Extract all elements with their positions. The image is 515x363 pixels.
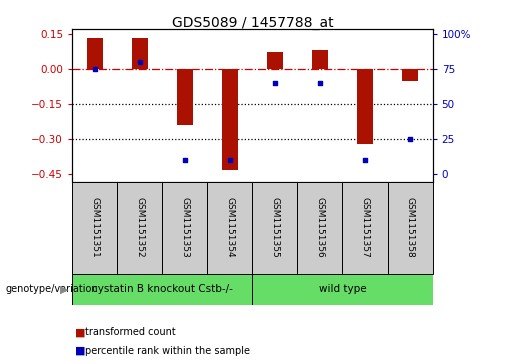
Bar — [252, 182, 297, 274]
Text: transformed count: transformed count — [85, 327, 176, 337]
Bar — [177, 69, 193, 125]
Point — [406, 136, 414, 142]
Text: GSM1151352: GSM1151352 — [135, 197, 144, 258]
Text: GSM1151357: GSM1151357 — [360, 197, 369, 258]
Text: ▶: ▶ — [60, 285, 68, 294]
Text: genotype/variation: genotype/variation — [5, 285, 98, 294]
Point — [316, 80, 324, 86]
Bar — [387, 182, 433, 274]
Text: GSM1151354: GSM1151354 — [226, 197, 234, 258]
Bar — [132, 38, 148, 69]
Text: GDS5089 / 1457788_at: GDS5089 / 1457788_at — [171, 16, 333, 30]
Bar — [207, 182, 252, 274]
Bar — [72, 274, 252, 305]
Text: GSM1151358: GSM1151358 — [406, 197, 415, 258]
Bar — [252, 274, 433, 305]
Text: ■: ■ — [75, 327, 85, 337]
Bar — [297, 182, 342, 274]
Point — [361, 158, 369, 163]
Text: GSM1151356: GSM1151356 — [316, 197, 324, 258]
Point — [226, 158, 234, 163]
Bar — [72, 182, 117, 274]
Bar — [312, 50, 328, 69]
Point — [135, 59, 144, 65]
Text: GSM1151353: GSM1151353 — [180, 197, 189, 258]
Bar — [402, 69, 418, 81]
Bar — [162, 182, 207, 274]
Text: cystatin B knockout Cstb-/-: cystatin B knockout Cstb-/- — [92, 285, 233, 294]
Bar — [117, 182, 162, 274]
Text: percentile rank within the sample: percentile rank within the sample — [85, 346, 250, 356]
Bar — [342, 182, 387, 274]
Text: wild type: wild type — [319, 285, 366, 294]
Bar — [267, 53, 283, 69]
Bar — [87, 38, 102, 69]
Bar — [357, 69, 373, 144]
Point — [271, 80, 279, 86]
Point — [91, 66, 99, 72]
Point — [181, 158, 189, 163]
Text: ■: ■ — [75, 346, 85, 356]
Bar — [222, 69, 238, 170]
Text: GSM1151355: GSM1151355 — [270, 197, 279, 258]
Text: GSM1151351: GSM1151351 — [90, 197, 99, 258]
